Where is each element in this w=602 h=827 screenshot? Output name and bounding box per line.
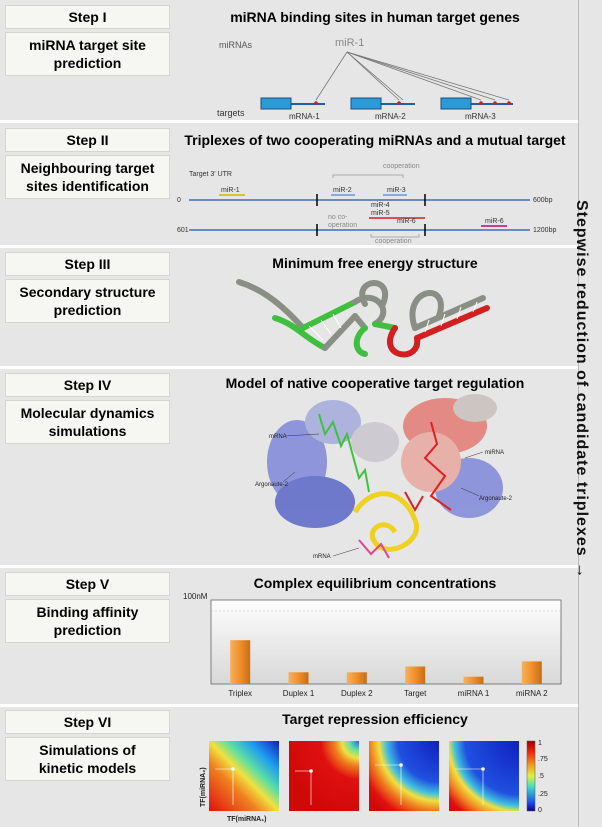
cooperation-label-top: cooperation xyxy=(383,163,420,170)
label-mrna-bottom: mRNA xyxy=(313,554,331,560)
colorbar xyxy=(526,740,536,812)
mirnas-label: miRNAs xyxy=(219,40,252,50)
mir-4-site: miR-4 xyxy=(371,202,390,209)
step-1-title: Step I xyxy=(5,5,170,29)
cooperation-label-bottom: cooperation xyxy=(375,238,412,244)
bar-label-target: Target xyxy=(404,689,427,698)
heatmap-markers xyxy=(215,763,485,805)
row-2-start: 601 xyxy=(177,227,189,234)
row-1-start: 0 xyxy=(177,197,181,204)
bar-chart: 100nM Triplex Duplex 1 Duplex 2 Target miRNA… xyxy=(183,592,562,698)
step-4-heading: Model of native cooperative target regul… xyxy=(225,375,525,391)
heatmaps: TF(miRNA₂) TF(miRNA₁) 1 .75 .5 .25 0 xyxy=(200,740,548,823)
step-4-title: Step IV xyxy=(5,373,170,397)
colorbar-tick-0: 0 xyxy=(538,807,542,814)
colorbar-tick-075: .75 xyxy=(538,756,548,763)
step-5-title: Step V xyxy=(5,572,170,596)
mrna-3-label: mRNA-3 xyxy=(465,112,496,120)
step-2-diagram: Target 3' UTR cooperation miR-1 miR-2 mi… xyxy=(177,163,556,244)
row-1-end: 600bp xyxy=(533,197,553,204)
step-4-description: Molecular dynamics simulations xyxy=(5,400,170,444)
mrna-3 xyxy=(440,97,513,110)
heatmap-3 xyxy=(369,741,439,811)
step-3-description: Secondary structure prediction xyxy=(5,279,170,323)
colorbar-tick-1: 1 xyxy=(538,740,542,747)
step-5-description: Binding affinity prediction xyxy=(5,599,170,643)
chart-ylabel: 100nM xyxy=(183,592,208,601)
side-bar xyxy=(578,0,602,827)
mrna-1 xyxy=(260,97,325,110)
heatmap-4 xyxy=(449,741,519,811)
heatmap-1 xyxy=(209,741,279,811)
bar-duplex-2 xyxy=(346,672,367,684)
plot-area xyxy=(210,599,562,685)
bar-duplex-1 xyxy=(288,672,309,684)
molecular-model: mRNA miRNA Argonaute-2 Argonaute-2 mRNA xyxy=(255,394,513,560)
heatmap-xlabel: TF(miRNA₁) xyxy=(227,816,266,823)
mrna-2 xyxy=(350,97,415,110)
targets-label: targets xyxy=(217,108,245,118)
mir-1-label: miR-1 xyxy=(335,37,364,49)
bar-label-mirna-1: miRNA 1 xyxy=(458,689,490,698)
bar-label-duplex-2: Duplex 2 xyxy=(341,689,373,698)
step-1-description: miRNA target site prediction xyxy=(5,32,170,76)
bar-target xyxy=(405,666,426,684)
bar-mirna-2 xyxy=(521,661,542,684)
label-mirna: miRNA xyxy=(485,450,504,456)
mir-6-site-b: miR-6 xyxy=(485,218,504,225)
step-6-description: Simulations of kinetic models xyxy=(5,737,170,781)
colorbar-tick-025: .25 xyxy=(538,791,548,798)
label-argonaute-left: Argonaute-2 xyxy=(255,482,289,488)
step-2-title: Step II xyxy=(5,128,170,152)
heatmap-ylabel: TF(miRNA₂) xyxy=(200,767,207,807)
step-6-title: Step VI xyxy=(5,710,170,734)
mir-2-site: miR-2 xyxy=(333,187,352,194)
mrna-1-label: mRNA-1 xyxy=(289,112,320,120)
bar-label-triplex: Triplex xyxy=(228,689,252,698)
step-1-diagram: miRNAs miR-1 targets mRNA-1 mRNA-2 mRNA-… xyxy=(217,37,513,120)
no-cooperation-line-2: operation xyxy=(328,222,357,229)
mir-6-site-a: miR-6 xyxy=(397,218,416,225)
step-3-title: Step III xyxy=(5,252,170,276)
step-2-description: Neighbouring target sites identification xyxy=(5,155,170,199)
mir-5-site: miR-5 xyxy=(371,210,390,217)
utr-label: Target 3' UTR xyxy=(189,171,232,178)
step-5-heading: Complex equilibrium concentrations xyxy=(253,575,497,591)
heatmap-2 xyxy=(289,741,359,811)
step-3-heading: Minimum free energy structure xyxy=(272,255,478,271)
label-argonaute-right: Argonaute-2 xyxy=(479,496,513,502)
step-1-heading: miRNA binding sites in human target gene… xyxy=(230,9,520,25)
base-pair-ticks xyxy=(308,301,478,341)
colorbar-tick-05: .5 xyxy=(538,773,544,780)
mir-1-site: miR-1 xyxy=(221,187,240,194)
bar-triplex xyxy=(230,640,251,684)
mir-3-site: miR-3 xyxy=(387,187,406,194)
step-6-heading: Target repression efficiency xyxy=(282,711,468,727)
mrna-2-label: mRNA-2 xyxy=(375,112,406,120)
row-2-end: 1200bp xyxy=(533,227,556,234)
label-mrna-top: mRNA xyxy=(269,434,287,440)
step-2-heading: Triplexes of two cooperating miRNAs and … xyxy=(184,132,566,148)
rna-secondary-structure xyxy=(236,279,490,358)
no-cooperation-line-1: no co- xyxy=(328,214,348,221)
bar-mirna-1 xyxy=(463,676,484,684)
binding-arrows xyxy=(315,51,510,101)
bar-label-duplex-1: Duplex 1 xyxy=(283,689,315,698)
bar-label-mirna-2: miRNA 2 xyxy=(516,689,548,698)
